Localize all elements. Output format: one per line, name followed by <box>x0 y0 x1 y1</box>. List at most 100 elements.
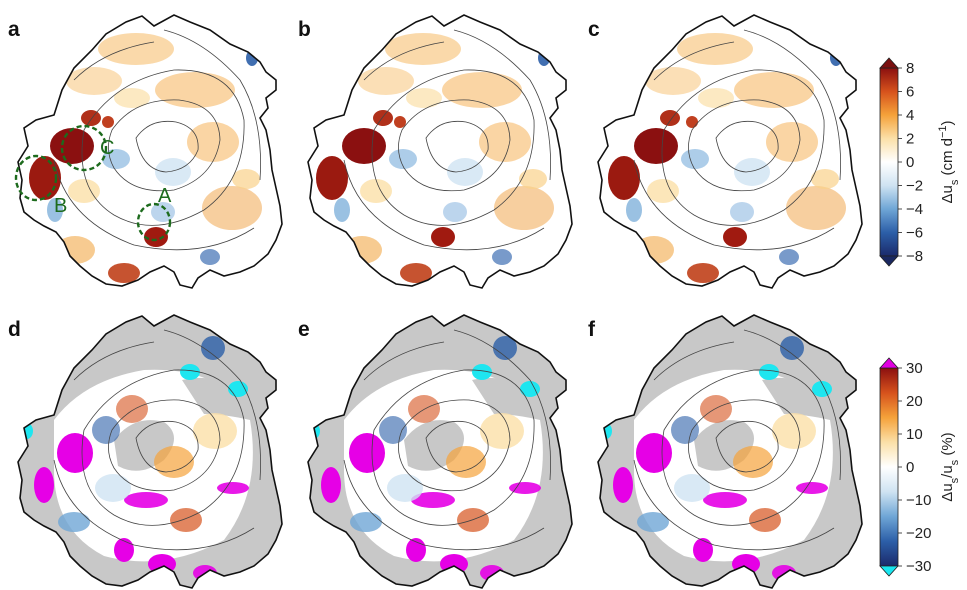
field-anomaly <box>634 128 678 164</box>
coastline <box>307 14 573 289</box>
field-anomaly <box>201 336 225 360</box>
field-anomaly <box>68 179 100 203</box>
colorbar-tick-label: 10 <box>906 426 923 443</box>
field-anomaly <box>373 110 393 126</box>
contour-line <box>653 41 735 81</box>
field-anomaly <box>155 72 235 108</box>
colorbar-tick-label: 2 <box>906 131 914 148</box>
contour-line <box>81 369 245 526</box>
field-anomaly <box>447 158 483 186</box>
contour-line <box>108 399 221 492</box>
field-anomaly <box>766 122 818 162</box>
field-anomaly <box>151 202 175 222</box>
contour-line <box>73 341 155 381</box>
contour-line <box>688 399 801 492</box>
field-anomaly <box>144 227 168 247</box>
panel-c: c <box>588 14 863 289</box>
colorbar-gradient <box>879 367 899 567</box>
field-layer <box>21 329 261 581</box>
field-anomaly <box>443 202 467 222</box>
field-anomaly <box>493 336 517 360</box>
contour-line <box>715 120 779 173</box>
field-anomaly <box>358 67 414 95</box>
coastline <box>597 14 863 289</box>
field-anomaly <box>102 116 114 128</box>
colorbar-gradient <box>879 67 899 257</box>
contour-line <box>633 159 835 251</box>
field-anomaly <box>480 565 504 581</box>
field-anomaly <box>703 492 747 508</box>
field-anomaly <box>698 88 734 108</box>
field-anomaly <box>187 122 239 162</box>
field-anomaly <box>170 508 202 532</box>
field-anomaly <box>95 474 131 502</box>
contour-line <box>135 120 199 173</box>
field-anomaly <box>50 128 94 164</box>
field-anomaly <box>342 128 386 164</box>
field-anomaly <box>58 512 90 532</box>
masked-interior <box>182 377 250 420</box>
contour-line <box>363 341 445 381</box>
panel-letter: c <box>588 18 600 41</box>
field-anomaly <box>34 467 54 503</box>
contour-line <box>743 329 841 481</box>
field-anomaly <box>749 508 781 532</box>
field-anomaly <box>154 446 194 478</box>
contour-line <box>453 29 551 181</box>
field-anomaly <box>681 149 709 169</box>
field-anomaly <box>232 169 260 189</box>
field-anomaly <box>442 72 522 108</box>
map-panels: a A B Cb c d e f <box>8 14 863 589</box>
field-anomaly <box>520 381 540 397</box>
field-anomaly <box>350 512 382 532</box>
colorbar-tick-label: −30 <box>906 558 931 575</box>
field-layer <box>316 29 554 283</box>
field-anomaly <box>92 416 120 444</box>
panel-letter: d <box>8 318 21 341</box>
colorbar-tick-label: −4 <box>906 201 923 218</box>
field-anomaly <box>686 116 698 128</box>
field-anomaly <box>733 446 773 478</box>
field-anomaly <box>200 249 220 265</box>
region-circle <box>14 154 58 202</box>
contour-line <box>688 99 801 192</box>
field-anomaly <box>637 512 669 532</box>
colorbar-tick-label: 6 <box>906 84 914 101</box>
field-anomaly <box>379 416 407 444</box>
contour-line <box>715 420 779 473</box>
field-anomaly <box>494 186 554 230</box>
region-label: A <box>158 185 172 207</box>
field-anomaly <box>55 236 95 264</box>
colorbar-extend-bottom <box>879 255 899 267</box>
field-anomaly <box>114 538 134 562</box>
region-label: C <box>100 137 114 159</box>
percent-colorbar: 30 20 10 0 −10 −20 −30 Δus/us (%) <box>879 357 961 577</box>
panel-d: d <box>8 314 283 589</box>
field-anomaly <box>385 33 461 65</box>
field-anomaly <box>759 364 779 380</box>
coastline <box>597 314 863 589</box>
field-anomaly <box>116 395 148 423</box>
field-anomaly <box>480 413 524 449</box>
field-anomaly <box>734 158 770 186</box>
colorbar-label: Δus/us (%) <box>939 432 961 501</box>
field-anomaly <box>108 263 140 283</box>
field-anomaly <box>519 169 547 189</box>
contour-line <box>425 420 489 473</box>
field-anomaly <box>780 336 804 360</box>
field-anomaly <box>645 67 701 95</box>
colorbar-tick-label: 8 <box>906 60 914 77</box>
field-anomaly <box>321 467 341 503</box>
field-anomaly <box>387 474 423 502</box>
contour-line <box>743 29 841 181</box>
contour-line <box>343 159 545 251</box>
field-anomaly <box>492 249 512 265</box>
field-anomaly <box>316 156 348 200</box>
contour-line <box>135 420 199 473</box>
colorbar-extend-bottom <box>879 565 899 577</box>
field-anomaly <box>811 169 839 189</box>
field-layer <box>608 29 846 283</box>
field-anomaly <box>406 88 442 108</box>
field-anomaly <box>217 482 249 494</box>
panel-letter: e <box>298 318 310 341</box>
